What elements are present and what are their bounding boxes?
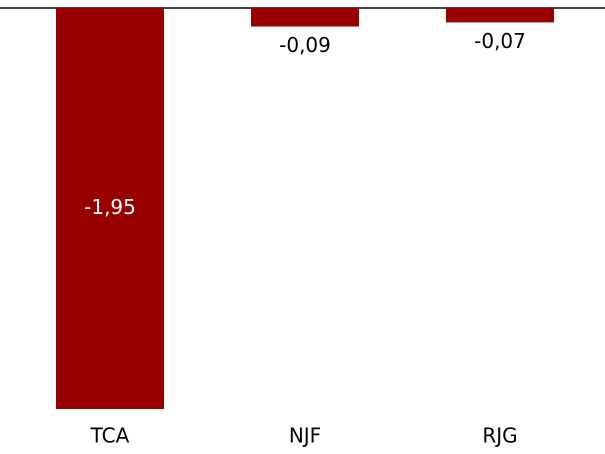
x-tick-label: RJG bbox=[482, 424, 517, 448]
x-tick-label: TCA bbox=[90, 424, 130, 448]
bar bbox=[251, 8, 359, 27]
x-tick-label: NJF bbox=[289, 424, 321, 448]
data-label: -1,95 bbox=[84, 195, 136, 219]
bar bbox=[56, 8, 164, 409]
bar bbox=[446, 8, 554, 23]
data-label: -0,07 bbox=[474, 29, 526, 53]
data-label: -0,09 bbox=[279, 33, 331, 57]
